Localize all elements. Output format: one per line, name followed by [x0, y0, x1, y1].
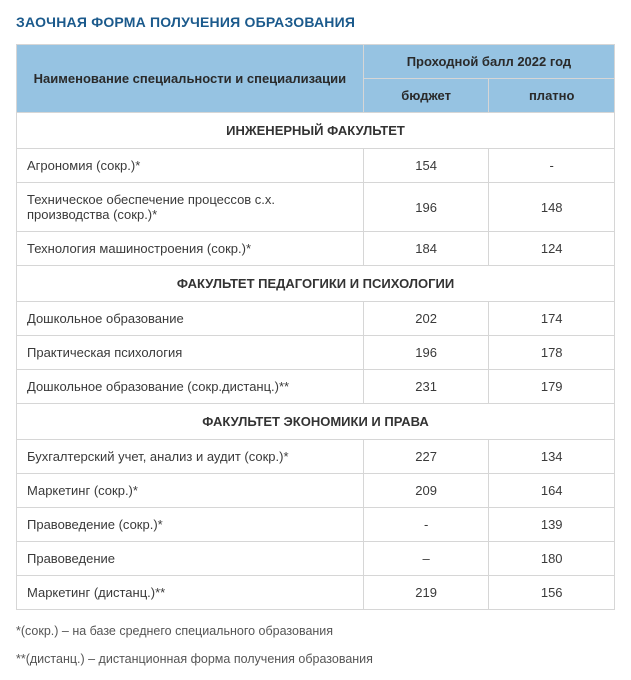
paid-value: 180 [489, 542, 615, 576]
table-header: Наименование специальности и специализац… [17, 45, 615, 113]
col-paid-header: платно [489, 79, 615, 113]
budget-value: 154 [363, 149, 489, 183]
paid-value: 179 [489, 370, 615, 404]
paid-value: 164 [489, 474, 615, 508]
table-row: Правоведение (сокр.)* - 139 [17, 508, 615, 542]
table-row: Технология машиностроения (сокр.)* 184 1… [17, 232, 615, 266]
footnote: **(дистанц.) – дистанционная форма получ… [16, 652, 615, 666]
spec-name: Технология машиностроения (сокр.)* [17, 232, 364, 266]
spec-name: Техническое обеспечение процессов с.х. п… [17, 183, 364, 232]
page-title: ЗАОЧНАЯ ФОРМА ПОЛУЧЕНИЯ ОБРАЗОВАНИЯ [16, 14, 615, 30]
paid-value: 134 [489, 440, 615, 474]
spec-name: Маркетинг (сокр.)* [17, 474, 364, 508]
budget-value: 196 [363, 336, 489, 370]
col-budget-header: бюджет [363, 79, 489, 113]
budget-value: 196 [363, 183, 489, 232]
paid-value: - [489, 149, 615, 183]
col-score-group-header: Проходной балл 2022 год [363, 45, 614, 79]
table-row: Практическая психология 196 178 [17, 336, 615, 370]
footnote: *(сокр.) – на базе среднего специального… [16, 624, 615, 638]
table-row: Дошкольное образование 202 174 [17, 302, 615, 336]
spec-name: Бухгалтерский учет, анализ и аудит (сокр… [17, 440, 364, 474]
budget-value: - [363, 508, 489, 542]
table-row: Маркетинг (сокр.)* 209 164 [17, 474, 615, 508]
paid-value: 139 [489, 508, 615, 542]
section-heading: ФАКУЛЬТЕТ ЭКОНОМИКИ И ПРАВА [17, 404, 615, 440]
table-row: Маркетинг (дистанц.)** 219 156 [17, 576, 615, 610]
spec-name: Практическая психология [17, 336, 364, 370]
section-heading: ИНЖЕНЕРНЫЙ ФАКУЛЬТЕТ [17, 113, 615, 149]
budget-value: 184 [363, 232, 489, 266]
budget-value: 209 [363, 474, 489, 508]
table-row: Агрономия (сокр.)* 154 - [17, 149, 615, 183]
spec-name: Правоведение (сокр.)* [17, 508, 364, 542]
table-row: Дошкольное образование (сокр.дистанц.)**… [17, 370, 615, 404]
table-row: Правоведение – 180 [17, 542, 615, 576]
budget-value: 227 [363, 440, 489, 474]
budget-value: – [363, 542, 489, 576]
spec-name: Агрономия (сокр.)* [17, 149, 364, 183]
paid-value: 178 [489, 336, 615, 370]
spec-name: Правоведение [17, 542, 364, 576]
table-row: Техническое обеспечение процессов с.х. п… [17, 183, 615, 232]
paid-value: 174 [489, 302, 615, 336]
table-body: ИНЖЕНЕРНЫЙ ФАКУЛЬТЕТ Агрономия (сокр.)* … [17, 113, 615, 610]
budget-value: 202 [363, 302, 489, 336]
paid-value: 124 [489, 232, 615, 266]
scores-table: Наименование специальности и специализац… [16, 44, 615, 610]
budget-value: 231 [363, 370, 489, 404]
budget-value: 219 [363, 576, 489, 610]
paid-value: 156 [489, 576, 615, 610]
section-heading: ФАКУЛЬТЕТ ПЕДАГОГИКИ И ПСИХОЛОГИИ [17, 266, 615, 302]
spec-name: Дошкольное образование [17, 302, 364, 336]
table-row: Бухгалтерский учет, анализ и аудит (сокр… [17, 440, 615, 474]
paid-value: 148 [489, 183, 615, 232]
spec-name: Дошкольное образование (сокр.дистанц.)** [17, 370, 364, 404]
spec-name: Маркетинг (дистанц.)** [17, 576, 364, 610]
col-name-header: Наименование специальности и специализац… [17, 45, 364, 113]
